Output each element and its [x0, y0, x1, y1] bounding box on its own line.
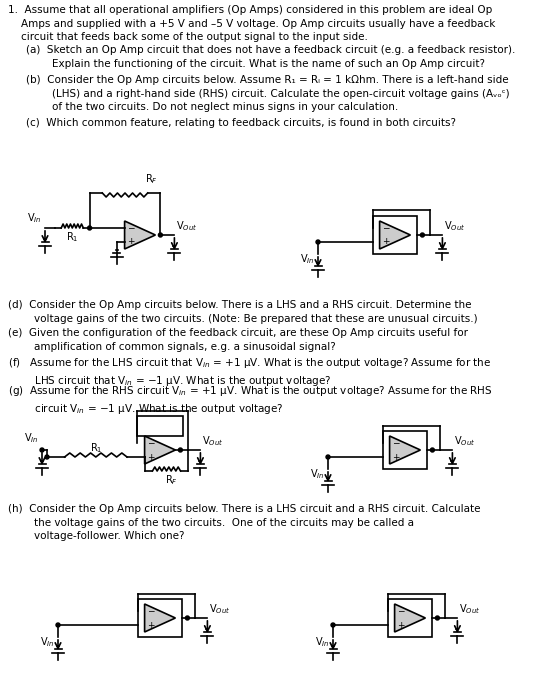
- Circle shape: [56, 623, 60, 627]
- Polygon shape: [379, 221, 410, 249]
- Text: −: −: [147, 438, 155, 447]
- Text: (h)  Consider the Op Amp circuits below. There is a LHS circuit and a RHS circui: (h) Consider the Op Amp circuits below. …: [8, 504, 480, 541]
- Text: −: −: [127, 223, 134, 232]
- Polygon shape: [145, 604, 175, 632]
- Text: V$_{In}$: V$_{In}$: [310, 467, 325, 481]
- Polygon shape: [395, 604, 425, 632]
- Circle shape: [420, 233, 425, 237]
- Bar: [137, 416, 184, 436]
- Circle shape: [45, 455, 49, 459]
- Text: +: +: [382, 237, 389, 246]
- Text: R$_F$: R$_F$: [145, 172, 158, 186]
- Text: (g)  Assume for the RHS circuit V$_{in}$ = +1 μV. What is the output voltage? As: (g) Assume for the RHS circuit V$_{in}$ …: [8, 384, 493, 416]
- Circle shape: [88, 226, 92, 230]
- Text: −: −: [397, 606, 405, 615]
- Text: V$_{Out}$: V$_{Out}$: [203, 434, 224, 448]
- Bar: [138, 599, 182, 637]
- Polygon shape: [124, 221, 155, 249]
- Text: (d)  Consider the Op Amp circuits below. There is a LHS and a RHS circuit. Deter: (d) Consider the Op Amp circuits below. …: [8, 300, 478, 323]
- Text: V$_{Out}$: V$_{Out}$: [176, 219, 198, 233]
- Text: R$_F$: R$_F$: [165, 473, 178, 486]
- Text: V$_{In}$: V$_{In}$: [300, 252, 315, 266]
- Text: −: −: [392, 438, 400, 447]
- Circle shape: [331, 623, 335, 627]
- Text: R$_1$: R$_1$: [66, 230, 79, 244]
- Text: V$_{In}$: V$_{In}$: [25, 431, 39, 445]
- Text: V$_{Out}$: V$_{Out}$: [454, 434, 476, 448]
- Text: +: +: [127, 237, 134, 246]
- Text: (c)  Which common feature, relating to feedback circuits, is found in both circu: (c) Which common feature, relating to fe…: [26, 118, 456, 128]
- Circle shape: [316, 240, 320, 244]
- Text: V$_{Out}$: V$_{Out}$: [444, 219, 466, 233]
- Text: (a)  Sketch an Op Amp circuit that does not have a feedback circuit (e.g. a feed: (a) Sketch an Op Amp circuit that does n…: [26, 45, 516, 69]
- Text: (b)  Consider the Op Amp circuits below. Assume R₁ = Rₗ = 1 kΩhm. There is a lef: (b) Consider the Op Amp circuits below. …: [26, 75, 509, 112]
- Text: −: −: [147, 606, 155, 615]
- Circle shape: [435, 616, 439, 620]
- Circle shape: [326, 455, 330, 459]
- Bar: [388, 599, 432, 637]
- Text: (e)  Given the configuration of the feedback circuit, are these Op Amp circuits : (e) Given the configuration of the feedb…: [8, 328, 468, 351]
- Circle shape: [179, 448, 182, 452]
- Polygon shape: [389, 436, 420, 464]
- Circle shape: [185, 616, 189, 620]
- Circle shape: [430, 448, 434, 452]
- Circle shape: [158, 233, 162, 237]
- Text: V$_{Out}$: V$_{Out}$: [209, 602, 230, 616]
- Text: V$_{In}$: V$_{In}$: [40, 635, 55, 649]
- Text: −: −: [382, 223, 389, 232]
- Text: V$_{In}$: V$_{In}$: [27, 211, 42, 225]
- Text: V$_{Out}$: V$_{Out}$: [459, 602, 481, 616]
- Text: (f)   Assume for the LHS circuit that V$_{in}$ = +1 μV. What is the output volta: (f) Assume for the LHS circuit that V$_{…: [8, 356, 491, 389]
- Bar: [373, 216, 417, 254]
- Text: R$_1$: R$_1$: [89, 441, 102, 455]
- Polygon shape: [145, 436, 175, 464]
- Text: +: +: [147, 452, 155, 461]
- Circle shape: [40, 448, 44, 452]
- Text: +: +: [147, 620, 155, 629]
- Bar: [383, 431, 427, 469]
- Text: +: +: [392, 452, 400, 461]
- Text: V$_{In}$: V$_{In}$: [315, 635, 330, 649]
- Text: 1.  Assume that all operational amplifiers (Op Amps) considered in this problem : 1. Assume that all operational amplifier…: [8, 5, 496, 42]
- Text: +: +: [397, 620, 405, 629]
